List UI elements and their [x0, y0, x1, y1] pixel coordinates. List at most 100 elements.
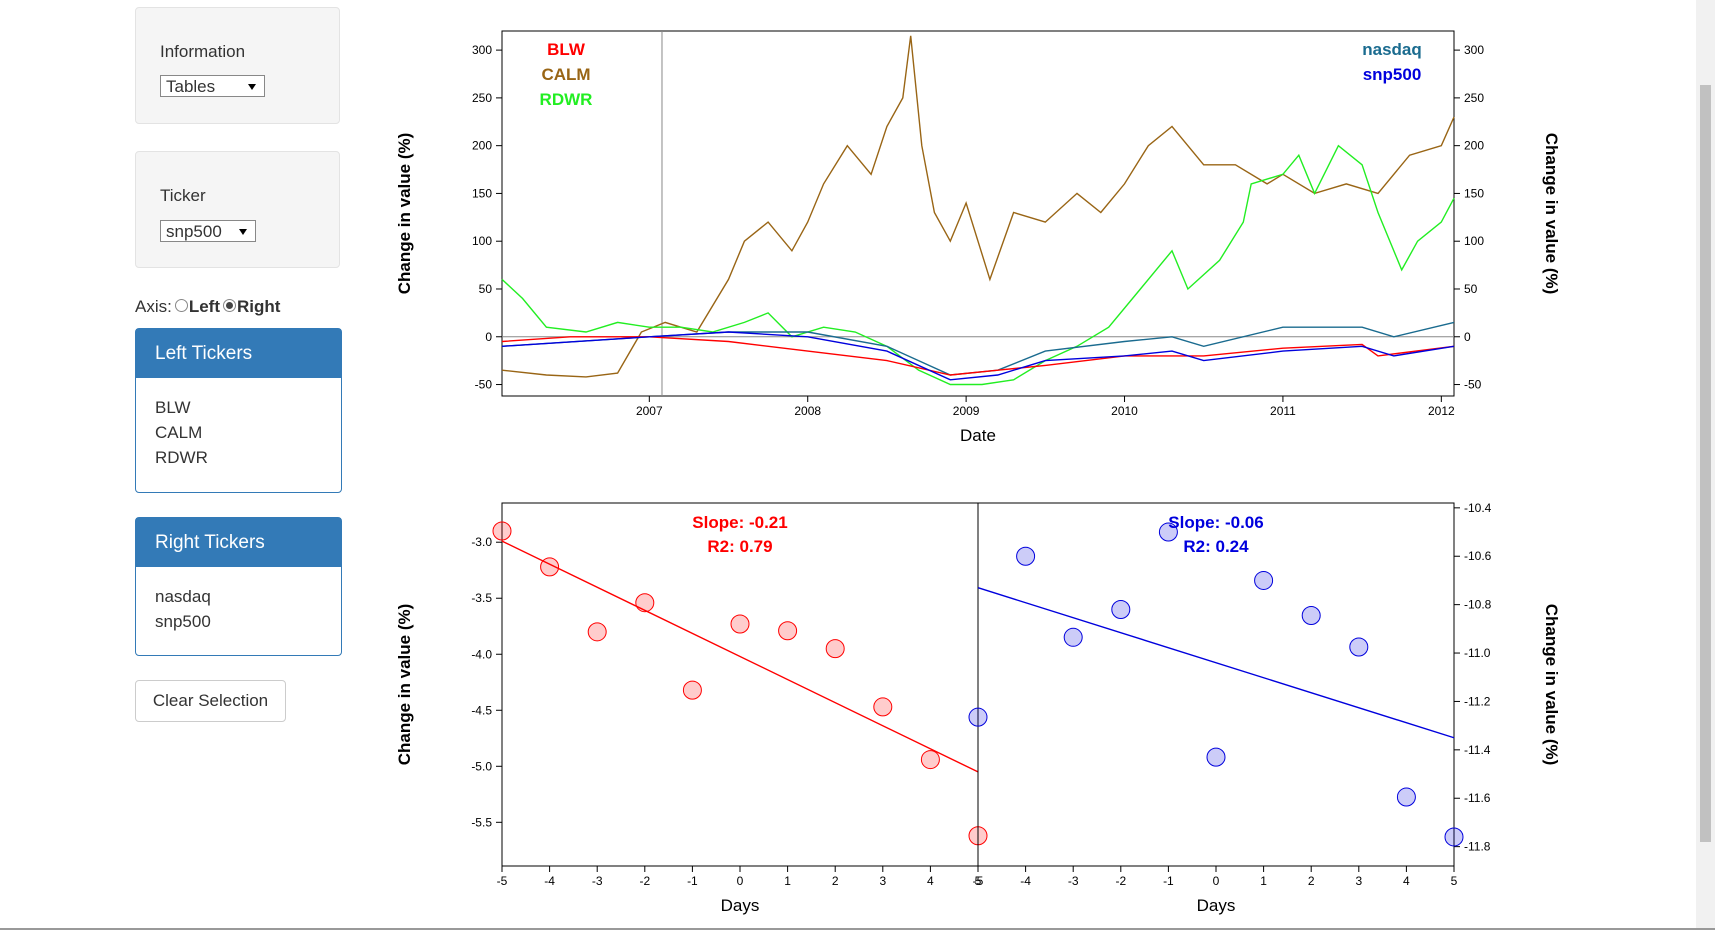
- series-line: [501, 331, 1455, 381]
- ticker-item: RDWR: [155, 448, 208, 467]
- x-tick-label: 2012: [1428, 404, 1455, 418]
- y-tick-label: -11.0: [1464, 646, 1491, 660]
- y-axis-label: Change in value (%): [1542, 133, 1561, 295]
- x-tick-label: -4: [1020, 874, 1031, 888]
- legend-entry: BLW: [547, 40, 586, 59]
- y-tick-label: 200: [472, 139, 492, 153]
- y-tick-label: 150: [1464, 186, 1484, 200]
- y-tick-label: -50: [1464, 378, 1482, 392]
- ticker-label: Ticker: [160, 186, 206, 205]
- radio-right[interactable]: [223, 299, 237, 312]
- scatter-point: [1158, 522, 1178, 542]
- legend-entry: nasdaq: [1362, 40, 1422, 59]
- y-tick-label: 250: [1464, 91, 1484, 105]
- scatter-point: [1063, 627, 1083, 647]
- scatter-point: [1016, 546, 1036, 566]
- scatter-point: [1349, 637, 1369, 657]
- x-tick-label: 0: [737, 874, 744, 888]
- y-tick-label: -5.5: [471, 815, 492, 829]
- information-select[interactable]: Tables: [160, 75, 265, 97]
- x-tick-label: -4: [544, 874, 555, 888]
- radio-left-label: Left: [188, 297, 221, 316]
- panel-title: Right Tickers: [136, 518, 341, 567]
- x-tick-label: 2010: [1111, 404, 1138, 418]
- x-tick-label: 2008: [794, 404, 821, 418]
- x-axis-label: Date: [960, 426, 996, 445]
- x-tick-label: -1: [687, 874, 698, 888]
- bottom-edge: [0, 928, 1715, 930]
- series-line: [501, 35, 1455, 378]
- scatter-point: [1254, 570, 1274, 590]
- axis-label: Axis:: [135, 297, 172, 316]
- x-tick-label: 2011: [1270, 404, 1296, 418]
- scatter-point: [1396, 787, 1416, 807]
- scatter-point: [730, 614, 750, 634]
- scatter-point: [778, 621, 798, 641]
- y-tick-label: 50: [1464, 282, 1478, 296]
- scatter-point: [1111, 599, 1131, 619]
- scatter-point: [1444, 827, 1464, 847]
- scatter-point: [540, 557, 560, 577]
- y-tick-label: 100: [1464, 234, 1484, 248]
- y-tick-label: -11.4: [1464, 743, 1491, 757]
- ticker-well: Ticker snp500: [135, 151, 340, 268]
- x-tick-label: -5: [973, 874, 984, 888]
- y-tick-label: 0: [1464, 330, 1471, 344]
- ticker-item: CALM: [155, 423, 203, 442]
- y-axis-label: Change in value (%): [1542, 604, 1561, 766]
- x-tick-label: 4: [927, 874, 934, 888]
- x-tick-label: -1: [1163, 874, 1174, 888]
- scatter-point: [920, 750, 940, 770]
- y-tick-label: -10.4: [1464, 501, 1492, 515]
- y-tick-label: 100: [472, 234, 492, 248]
- x-tick-label: 2: [1308, 874, 1315, 888]
- y-tick-label: -11.2: [1464, 694, 1491, 708]
- scatter-point: [873, 697, 893, 717]
- x-tick-label: 2: [832, 874, 839, 888]
- y-tick-label: 250: [472, 91, 492, 105]
- plot-frame: [501, 30, 1455, 397]
- x-tick-label: 2007: [636, 404, 663, 418]
- scrollbar-thumb[interactable]: [1700, 85, 1711, 842]
- y-tick-label: -5.0: [471, 759, 492, 773]
- y-tick-label: -50: [475, 378, 493, 392]
- x-tick-label: 4: [1403, 874, 1410, 888]
- scatter-point: [1206, 747, 1226, 767]
- x-tick-label: 0: [1213, 874, 1220, 888]
- scatter-point: [492, 521, 512, 541]
- clear-button[interactable]: Clear Selection: [135, 680, 286, 722]
- plot-frame: [977, 502, 1455, 867]
- y-tick-label: -3.5: [471, 591, 492, 605]
- r2-label: R2: 0.24: [1183, 537, 1249, 556]
- y-tick-label: 300: [1464, 43, 1484, 57]
- x-tick-label: 1: [784, 874, 791, 888]
- series-line: [501, 144, 1455, 386]
- y-tick-label: 50: [479, 282, 493, 296]
- x-axis-label: Days: [1197, 896, 1236, 915]
- right-tickers-panel: Right Tickers nasdaq snp500: [135, 517, 342, 656]
- legend-entry: CALM: [541, 65, 590, 84]
- y-tick-label: -10.6: [1464, 549, 1492, 563]
- ticker-item: nasdaq: [155, 587, 211, 606]
- x-tick-label: 2009: [953, 404, 980, 418]
- radio-left[interactable]: [174, 299, 188, 312]
- trend-line: [501, 540, 979, 773]
- slope-label: Slope: -0.06: [1168, 513, 1263, 532]
- left-tickers-panel: Left Tickers BLW CALM RDWR: [135, 328, 342, 493]
- y-tick-label: 0: [485, 330, 492, 344]
- ticker-item: BLW: [155, 398, 191, 417]
- scatter-point: [1301, 606, 1321, 626]
- y-axis-label: Change in value (%): [395, 133, 414, 295]
- ticker-select[interactable]: snp500: [160, 220, 256, 242]
- scatter-point: [587, 622, 607, 642]
- y-tick-label: -4.0: [471, 647, 492, 661]
- y-tick-label: -4.5: [471, 703, 492, 717]
- r2-label: R2: 0.79: [707, 537, 772, 556]
- plot-frame: [501, 502, 979, 867]
- panel-title: Left Tickers: [136, 329, 341, 378]
- information-label: Information: [160, 42, 246, 61]
- series-line: [501, 321, 1455, 376]
- trend-line: [977, 587, 1455, 739]
- y-tick-label: -3.0: [471, 535, 492, 549]
